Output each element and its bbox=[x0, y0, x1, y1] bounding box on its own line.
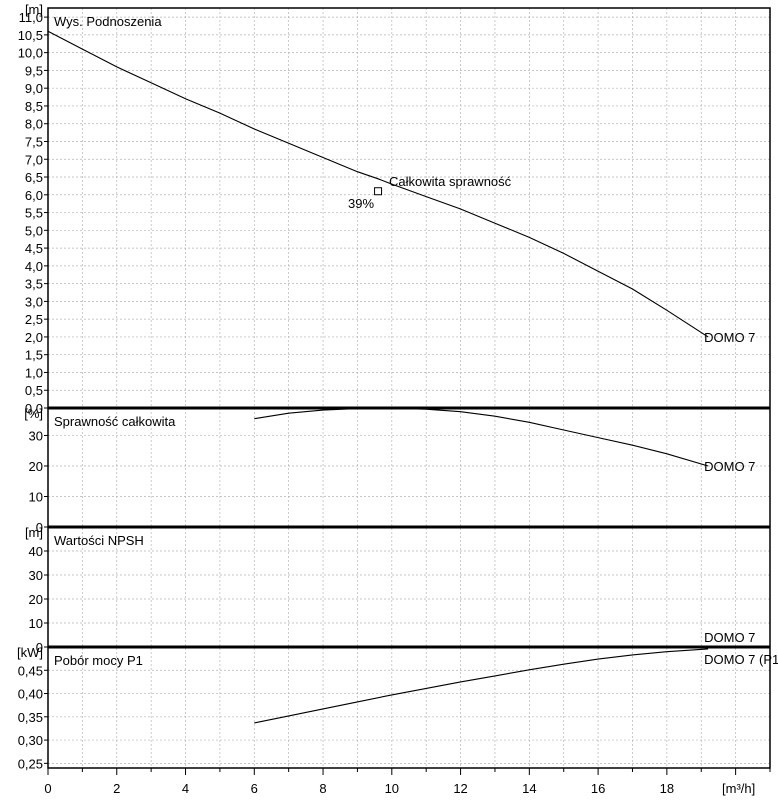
pob-r-mocy-p1-series-label: DOMO 7 (P1) bbox=[704, 652, 778, 667]
wys-podnoszenia-y-tick-label: 5,5 bbox=[25, 206, 43, 221]
pob-r-mocy-p1-y-tick-label: 0,35 bbox=[18, 710, 43, 725]
wys-podnoszenia-y-tick-label: 7,5 bbox=[25, 134, 43, 149]
warto-ci-npsh-y-tick-label: 10 bbox=[29, 616, 43, 631]
wys-podnoszenia-y-tick-label: 6,5 bbox=[25, 170, 43, 185]
wys-podnoszenia-y-tick-label: 10,0 bbox=[18, 46, 43, 61]
wys-podnoszenia-y-tick-label: 4,5 bbox=[25, 241, 43, 256]
pob-r-mocy-p1-y-tick-label: 0,30 bbox=[18, 733, 43, 748]
x-axis-unit-label: [m³/h] bbox=[722, 781, 755, 796]
wys-podnoszenia-y-tick-label: 5,0 bbox=[25, 223, 43, 238]
pob-r-mocy-p1-y-tick-label: 0,40 bbox=[18, 687, 43, 702]
plot-frame bbox=[47, 7, 771, 769]
x-tick-label: 10 bbox=[385, 781, 399, 796]
warto-ci-npsh-title: Wartości NPSH bbox=[54, 533, 144, 548]
wys-podnoszenia-y-tick-label: 10,5 bbox=[18, 28, 43, 43]
frames-layer bbox=[44, 7, 771, 775]
wys-podnoszenia-y-tick-label: 1,0 bbox=[25, 365, 43, 380]
wys-podnoszenia-y-tick-label: 1,5 bbox=[25, 348, 43, 363]
x-tick-label: 6 bbox=[251, 781, 258, 796]
pob-r-mocy-p1-y-tick-label: 0,25 bbox=[18, 756, 43, 771]
wys-podnoszenia-y-tick-label: 2,0 bbox=[25, 330, 43, 345]
sprawno-ca-kowita-y-tick-label: 10 bbox=[29, 489, 43, 504]
warto-ci-npsh-y-tick-label: 30 bbox=[29, 568, 43, 583]
sprawno-ca-kowita-curve-domo-7 bbox=[254, 407, 709, 467]
x-tick-label: 12 bbox=[453, 781, 467, 796]
efficiency-annotation-label: Całkowita sprawność bbox=[389, 174, 512, 189]
best-efficiency-marker bbox=[374, 187, 383, 196]
x-tick-label: 0 bbox=[44, 781, 51, 796]
wys-podnoszenia-y-tick-label: 8,5 bbox=[25, 99, 43, 114]
sprawno-ca-kowita-unit-label: [%] bbox=[24, 406, 43, 421]
wys-podnoszenia-curve-domo-7 bbox=[47, 30, 709, 338]
wys-podnoszenia-y-tick-label: 7,0 bbox=[25, 152, 43, 167]
x-tick-label: 18 bbox=[660, 781, 674, 796]
labels-layer: 0,0 0,5 1,0 1,5 2,0 2,5 3,0 3,5 4,0 4,5 5,0 5,5 6,0 6… bbox=[17, 2, 778, 796]
x-tick-label: 4 bbox=[182, 781, 189, 796]
pob-r-mocy-p1-y-tick-label: 0,45 bbox=[18, 663, 43, 678]
x-tick-label: 2 bbox=[113, 781, 120, 796]
warto-ci-npsh-y-tick-label: 0 bbox=[36, 640, 43, 655]
warto-ci-npsh-y-tick-label: 20 bbox=[29, 592, 43, 607]
wys-podnoszenia-y-tick-label: 0,5 bbox=[25, 383, 43, 398]
x-tick-label: 16 bbox=[591, 781, 605, 796]
wys-podnoszenia-y-tick-label: 3,5 bbox=[25, 277, 43, 292]
pob-r-mocy-p1-curve-domo-7-p1 bbox=[254, 648, 709, 724]
sprawno-ca-kowita-y-tick-label: 30 bbox=[29, 428, 43, 443]
sprawno-ca-kowita-title: Sprawność całkowita bbox=[54, 414, 176, 429]
wys-podnoszenia-y-tick-label: 6,0 bbox=[25, 188, 43, 203]
warto-ci-npsh-series-label: DOMO 7 bbox=[704, 630, 755, 645]
warto-ci-npsh-unit-label: [m] bbox=[25, 525, 43, 540]
wys-podnoszenia-y-tick-label: 4,0 bbox=[25, 259, 43, 274]
sprawno-ca-kowita-y-tick-label: 20 bbox=[29, 459, 43, 474]
wys-podnoszenia-title: Wys. Podnoszenia bbox=[54, 14, 162, 29]
wys-podnoszenia-series-label: DOMO 7 bbox=[704, 330, 755, 345]
curves-layer bbox=[47, 30, 709, 724]
wys-podnoszenia-y-tick-label: 9,5 bbox=[25, 63, 43, 78]
wys-podnoszenia-y-tick-label: 0,0 bbox=[25, 401, 43, 416]
wys-podnoszenia-y-tick-label: 3,0 bbox=[25, 294, 43, 309]
x-tick-label: 8 bbox=[319, 781, 326, 796]
pob-r-mocy-p1-unit-label: [kW] bbox=[17, 645, 43, 660]
sprawno-ca-kowita-y-tick-label: 0 bbox=[36, 520, 43, 535]
x-tick-label: 14 bbox=[522, 781, 536, 796]
warto-ci-npsh-y-tick-label: 40 bbox=[29, 544, 43, 559]
wys-podnoszenia-y-tick-label: 11,0 bbox=[19, 10, 43, 25]
wys-podnoszenia-unit-label: [m] bbox=[25, 2, 43, 17]
wys-podnoszenia-y-tick-label: 8,0 bbox=[25, 117, 43, 132]
wys-podnoszenia-y-tick-label: 2,5 bbox=[25, 312, 43, 327]
wys-podnoszenia-y-tick-label: 9,0 bbox=[25, 81, 43, 96]
sprawno-ca-kowita-series-label: DOMO 7 bbox=[704, 459, 755, 474]
efficiency-annotation-value: 39% bbox=[348, 196, 374, 211]
grid-layer bbox=[48, 8, 770, 768]
pob-r-mocy-p1-title: Pobór mocy P1 bbox=[54, 653, 143, 668]
